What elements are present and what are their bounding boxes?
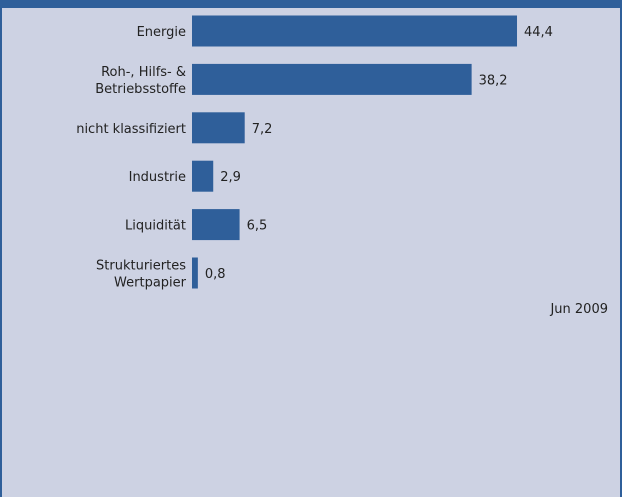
category-label-2: nicht klassifiziert: [76, 122, 186, 137]
value-label-0: 44,4: [524, 25, 553, 40]
bar-1: [192, 63, 472, 95]
header-strip: [0, 0, 622, 8]
value-label-5: 0,8: [205, 267, 226, 282]
bar-4: [192, 209, 240, 241]
value-label-3: 2,9: [220, 170, 241, 185]
value-label-4: 6,5: [247, 219, 268, 234]
frame-left: [0, 0, 2, 497]
category-label-5-line-1: Wertpapier: [114, 276, 187, 291]
category-label-0: Energie: [137, 25, 186, 40]
value-label-2: 7,2: [252, 122, 273, 137]
labels-layer: 44,4 Energie 38,2 Roh-, Hilfs- & Betriebssto…: [76, 25, 553, 291]
category-label-3: Industrie: [129, 170, 186, 185]
bar-3: [192, 160, 214, 192]
category-label-1-line-1: Betriebsstoffe: [95, 82, 186, 97]
date-label: Jun 2009: [549, 302, 608, 317]
bar-0: [192, 15, 518, 47]
value-label-1: 38,2: [479, 73, 508, 88]
bars-layer: [192, 15, 518, 289]
category-label-1-line-0: Roh-, Hilfs- &: [101, 65, 186, 80]
frame-right: [620, 0, 622, 497]
bar-2: [192, 112, 245, 144]
category-label-5-line-0: Strukturiertes: [96, 259, 186, 274]
bar-5: [192, 257, 198, 289]
category-label-4: Liquidität: [125, 219, 186, 234]
